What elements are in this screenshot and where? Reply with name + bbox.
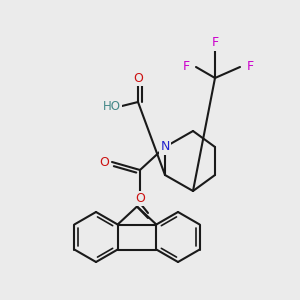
Text: O: O [135, 191, 145, 205]
Text: HO: HO [103, 100, 121, 112]
Text: O: O [133, 71, 143, 85]
Text: O: O [99, 155, 109, 169]
Text: F: F [182, 61, 190, 74]
Text: N: N [160, 140, 170, 154]
Text: F: F [212, 37, 219, 50]
Text: F: F [246, 61, 254, 74]
